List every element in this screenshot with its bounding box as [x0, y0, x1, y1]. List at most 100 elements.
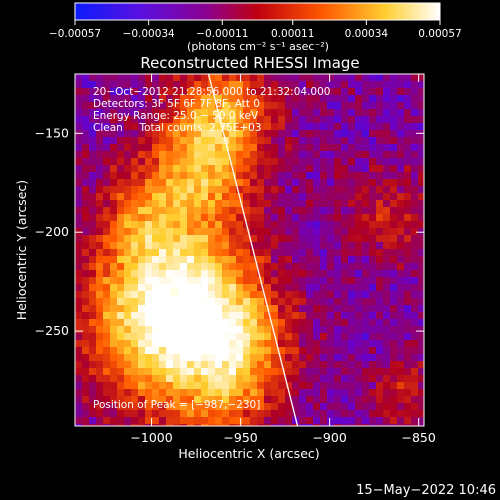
- heatmap-cell: [222, 221, 229, 228]
- heatmap-cell: [96, 214, 103, 221]
- heatmap-cell: [96, 340, 103, 347]
- heatmap-cell: [110, 130, 117, 137]
- heatmap-cell: [250, 417, 257, 424]
- heatmap-cell: [369, 102, 376, 109]
- heatmap-cell: [131, 389, 138, 396]
- heatmap-cell: [124, 424, 131, 426]
- heatmap-cell: [138, 172, 145, 179]
- heatmap-cell: [89, 221, 96, 228]
- heatmap-cell: [194, 81, 201, 88]
- heatmap-cell: [222, 361, 229, 368]
- heatmap-cell: [131, 410, 138, 417]
- heatmap-cell: [173, 403, 180, 410]
- heatmap-cell: [110, 179, 117, 186]
- heatmap-cell: [250, 242, 257, 249]
- heatmap-cell: [313, 319, 320, 326]
- heatmap-cell: [152, 333, 159, 340]
- heatmap-cell: [390, 165, 397, 172]
- heatmap-cell: [124, 270, 131, 277]
- heatmap-cell: [201, 179, 208, 186]
- heatmap-cell: [159, 326, 166, 333]
- heatmap-cell: [257, 158, 264, 165]
- heatmap-cell: [103, 242, 110, 249]
- heatmap-cell: [117, 193, 124, 200]
- heatmap-cell: [117, 81, 124, 88]
- heatmap-cell: [390, 207, 397, 214]
- heatmap-cell: [215, 200, 222, 207]
- heatmap-cell: [173, 305, 180, 312]
- heatmap: [75, 74, 424, 426]
- heatmap-cell: [236, 109, 243, 116]
- heatmap-cell: [264, 263, 271, 270]
- heatmap-cell: [103, 312, 110, 319]
- heatmap-cell: [348, 347, 355, 354]
- heatmap-cell: [250, 88, 257, 95]
- heatmap-cell: [89, 242, 96, 249]
- heatmap-cell: [299, 298, 306, 305]
- heatmap-cell: [306, 207, 313, 214]
- heatmap-cell: [166, 235, 173, 242]
- heatmap-cell: [187, 179, 194, 186]
- heatmap-cell: [145, 354, 152, 361]
- heatmap-cell: [369, 172, 376, 179]
- heatmap-cell: [110, 277, 117, 284]
- heatmap-cell: [110, 319, 117, 326]
- heatmap-cell: [320, 214, 327, 221]
- heatmap-cell: [271, 249, 278, 256]
- heatmap-cell: [75, 284, 82, 291]
- heatmap-cell: [89, 137, 96, 144]
- heatmap-cell: [397, 235, 404, 242]
- heatmap-cell: [187, 193, 194, 200]
- heatmap-cell: [348, 298, 355, 305]
- heatmap-cell: [397, 249, 404, 256]
- heatmap-cell: [292, 382, 299, 389]
- heatmap-cell: [334, 375, 341, 382]
- heatmap-cell: [131, 200, 138, 207]
- heatmap-cell: [285, 375, 292, 382]
- heatmap-cell: [355, 354, 362, 361]
- heatmap-cell: [96, 207, 103, 214]
- heatmap-cell: [187, 81, 194, 88]
- heatmap-cell: [187, 417, 194, 424]
- heatmap-cell: [362, 109, 369, 116]
- heatmap-cell: [222, 305, 229, 312]
- heatmap-cell: [215, 368, 222, 375]
- heatmap-cell: [264, 382, 271, 389]
- heatmap-cell: [369, 270, 376, 277]
- heatmap-cell: [103, 249, 110, 256]
- heatmap-cell: [327, 326, 334, 333]
- heatmap-cell: [348, 410, 355, 417]
- heatmap-cell: [180, 242, 187, 249]
- heatmap-cell: [194, 221, 201, 228]
- heatmap-cell: [264, 221, 271, 228]
- heatmap-cell: [334, 74, 341, 81]
- heatmap-cell: [313, 193, 320, 200]
- heatmap-cell: [222, 81, 229, 88]
- heatmap-cell: [103, 200, 110, 207]
- heatmap-cell: [257, 81, 264, 88]
- heatmap-cell: [124, 235, 131, 242]
- heatmap-cell: [152, 228, 159, 235]
- heatmap-cell: [320, 403, 327, 410]
- heatmap-cell: [306, 368, 313, 375]
- heatmap-cell: [306, 291, 313, 298]
- heatmap-cell: [299, 172, 306, 179]
- heatmap-cell: [250, 172, 257, 179]
- heatmap-cell: [131, 95, 138, 102]
- heatmap-cell: [327, 298, 334, 305]
- heatmap-cell: [138, 354, 145, 361]
- heatmap-cell: [355, 102, 362, 109]
- heatmap-cell: [243, 284, 250, 291]
- heatmap-cell: [124, 291, 131, 298]
- heatmap-cell: [166, 186, 173, 193]
- heatmap-cell: [334, 116, 341, 123]
- heatmap-cell: [313, 109, 320, 116]
- heatmap-cell: [243, 270, 250, 277]
- heatmap-cell: [96, 277, 103, 284]
- heatmap-cell: [348, 186, 355, 193]
- heatmap-cell: [103, 102, 110, 109]
- heatmap-cell: [313, 256, 320, 263]
- heatmap-cell: [82, 144, 89, 151]
- heatmap-cell: [82, 319, 89, 326]
- heatmap-cell: [362, 207, 369, 214]
